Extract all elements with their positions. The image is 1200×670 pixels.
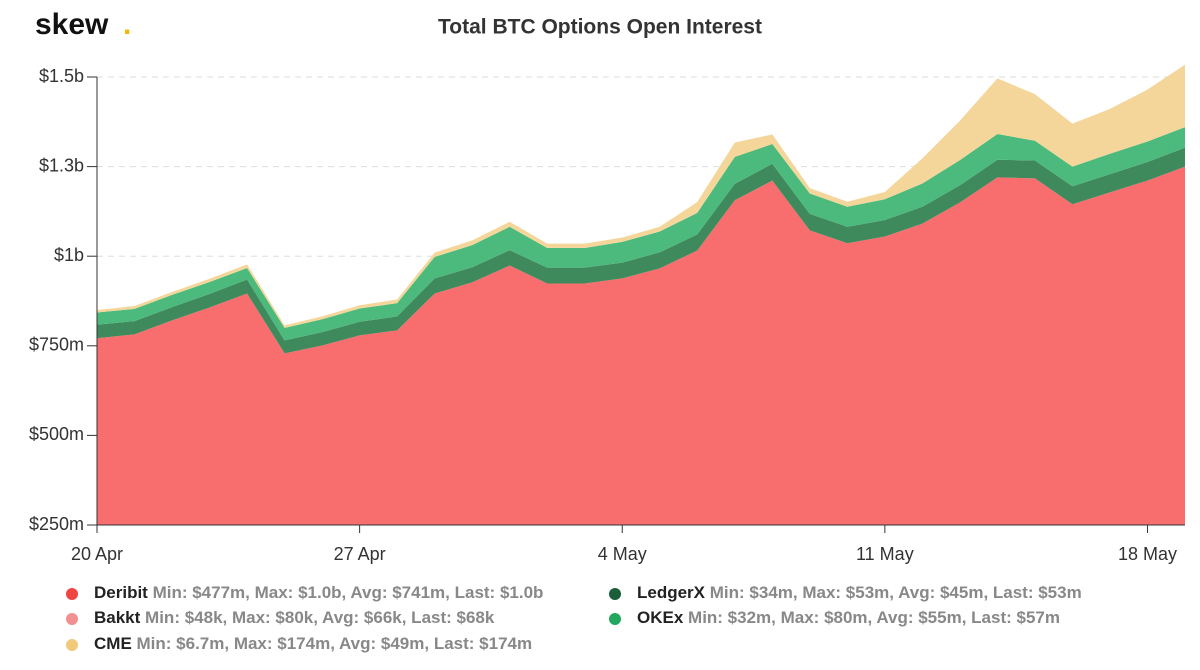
legend-entry: Bakkt Min: $48k, Max: $80k, Avg: $66k, L… bbox=[94, 608, 495, 627]
y-tick-label: $750m bbox=[29, 335, 84, 355]
x-tick-label: 20 Apr bbox=[71, 544, 123, 564]
legend-marker bbox=[66, 613, 78, 625]
y-tick-label: $250m bbox=[29, 514, 84, 534]
x-tick-label: 18 May bbox=[1118, 544, 1177, 564]
legend-summary: Min: $477m, Max: $1.0b, Avg: $741m, Last… bbox=[153, 583, 544, 602]
legend-entry: Deribit Min: $477m, Max: $1.0b, Avg: $74… bbox=[94, 583, 543, 602]
y-tick-label: $500m bbox=[29, 424, 84, 444]
legend-summary: Min: $6.7m, Max: $174m, Avg: $49m, Last:… bbox=[137, 634, 533, 653]
legend-marker bbox=[66, 588, 78, 600]
legend-name: LedgerX bbox=[637, 583, 706, 602]
legend-summary: Min: $34m, Max: $53m, Avg: $45m, Last: $… bbox=[710, 583, 1082, 602]
legend-name: Bakkt bbox=[94, 608, 141, 627]
logo-dot: . bbox=[123, 8, 131, 41]
area bbox=[97, 166, 1185, 525]
legend-marker bbox=[609, 588, 621, 600]
legend-entry: LedgerX Min: $34m, Max: $53m, Avg: $45m,… bbox=[637, 583, 1082, 602]
legend-summary: Min: $48k, Max: $80k, Avg: $66k, Last: $… bbox=[145, 608, 495, 627]
legend-marker bbox=[66, 639, 78, 651]
legend-entry: CME Min: $6.7m, Max: $174m, Avg: $49m, L… bbox=[94, 634, 532, 653]
x-tick-label: 27 Apr bbox=[334, 544, 386, 564]
x-tick-label: 11 May bbox=[856, 544, 914, 564]
legend-entry: OKEx Min: $32m, Max: $80m, Avg: $55m, La… bbox=[637, 608, 1060, 627]
x-tick-label: 4 May bbox=[598, 544, 647, 564]
legend-marker bbox=[609, 613, 621, 625]
y-tick-label: $1.3b bbox=[39, 155, 84, 175]
logo: skew bbox=[35, 8, 109, 41]
legend-name: CME bbox=[94, 634, 132, 653]
y-tick-label: $1.5b bbox=[39, 66, 84, 86]
legend-summary: Min: $32m, Max: $80m, Avg: $55m, Last: $… bbox=[688, 608, 1060, 627]
chart-title: Total BTC Options Open Interest bbox=[438, 16, 762, 39]
y-tick-label: $1b bbox=[54, 245, 84, 265]
legend-name: Deribit bbox=[94, 583, 148, 602]
legend-name: OKEx bbox=[637, 608, 684, 627]
